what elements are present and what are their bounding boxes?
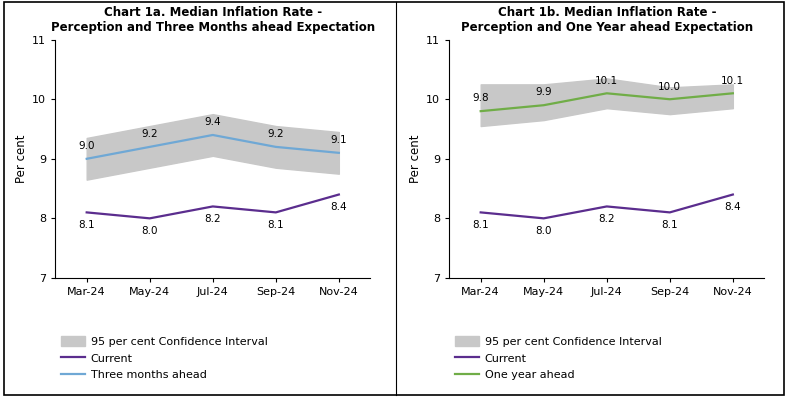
Text: 9.2: 9.2	[267, 129, 284, 139]
Y-axis label: Per cent: Per cent	[409, 135, 422, 183]
Text: 9.4: 9.4	[204, 117, 221, 127]
Text: 9.2: 9.2	[141, 129, 158, 139]
Text: 10.1: 10.1	[721, 75, 745, 86]
Text: 8.1: 8.1	[472, 220, 489, 230]
Text: 8.1: 8.1	[661, 220, 678, 230]
Text: 8.0: 8.0	[536, 226, 552, 236]
Text: 8.2: 8.2	[204, 214, 221, 224]
Title: Chart 1a. Median Inflation Rate -
Perception and Three Months ahead Expectation: Chart 1a. Median Inflation Rate - Percep…	[50, 6, 375, 35]
Text: 8.4: 8.4	[330, 202, 348, 212]
Text: 8.4: 8.4	[724, 202, 742, 212]
Text: 8.2: 8.2	[598, 214, 615, 224]
Text: 8.0: 8.0	[142, 226, 158, 236]
Title: Chart 1b. Median Inflation Rate -
Perception and One Year ahead Expectation: Chart 1b. Median Inflation Rate - Percep…	[461, 6, 753, 35]
Y-axis label: Per cent: Per cent	[15, 135, 28, 183]
Text: 8.1: 8.1	[267, 220, 284, 230]
Legend: 95 per cent Confidence Interval, Current, One year ahead: 95 per cent Confidence Interval, Current…	[455, 336, 662, 380]
Text: 10.0: 10.0	[658, 81, 682, 91]
Text: 9.1: 9.1	[330, 135, 348, 145]
Text: 9.8: 9.8	[472, 93, 489, 103]
Text: 9.9: 9.9	[535, 87, 552, 97]
Legend: 95 per cent Confidence Interval, Current, Three months ahead: 95 per cent Confidence Interval, Current…	[61, 336, 268, 380]
Text: 10.1: 10.1	[595, 75, 619, 86]
Text: 9.0: 9.0	[79, 141, 95, 151]
Text: 8.1: 8.1	[78, 220, 95, 230]
